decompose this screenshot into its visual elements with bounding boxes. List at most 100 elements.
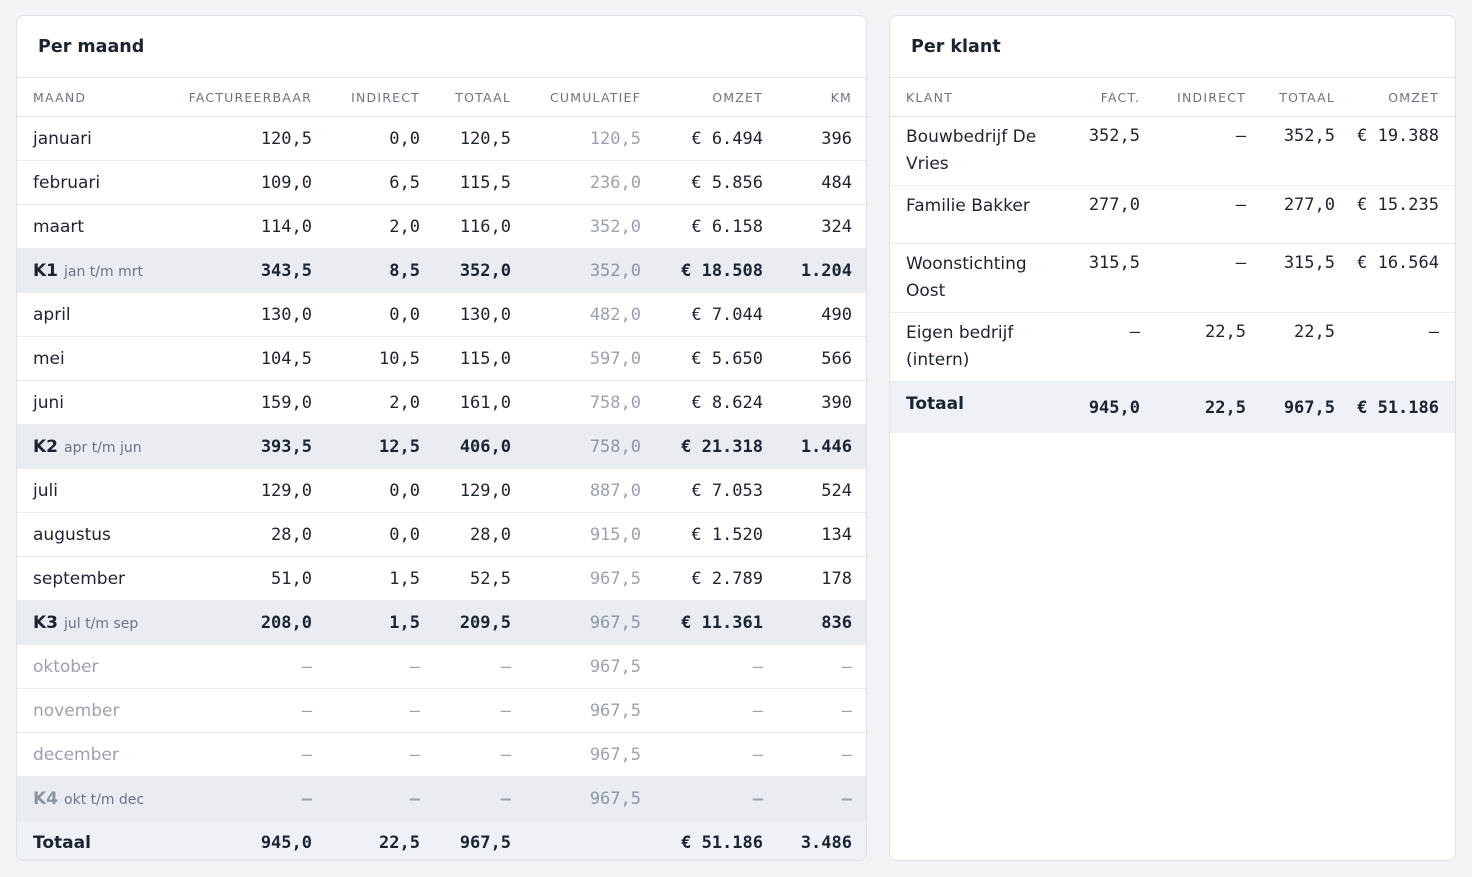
cumulatief-cell: 758,0 — [511, 424, 641, 469]
totaal-cell: 352,5 — [1246, 116, 1335, 186]
cumulatief-cell: 120,5 — [511, 116, 641, 161]
omzet-cell: € 2.789 — [641, 556, 763, 601]
indirect-cell: 0,0 — [312, 468, 420, 513]
indirect-cell: 8,5 — [312, 248, 420, 293]
factureerbaar-cell: 120,5 — [162, 116, 312, 161]
month-row[interactable]: november – – –967,5– – — [17, 688, 866, 733]
km-cell: 178 — [763, 556, 866, 601]
quarter-row[interactable]: K4 okt t/m dec – – –967,5– – — [17, 776, 866, 821]
col-header-indirect[interactable]: INDIRECT — [1140, 78, 1246, 117]
month-row[interactable]: april 130,0 0,0 130,0 482,0 € 7.044 490 — [17, 292, 866, 337]
factureerbaar-cell: – — [162, 688, 312, 733]
indirect-cell: – — [1140, 116, 1246, 186]
km-cell: 836 — [763, 600, 866, 645]
maand-cell: februari — [17, 160, 162, 205]
totaal-cell: 115,0 — [420, 336, 511, 381]
indirect-cell: – — [312, 688, 420, 733]
omzet-cell: – — [641, 732, 763, 777]
omzet-cell: € 5.856 — [641, 160, 763, 205]
indirect-cell: 1,5 — [312, 556, 420, 601]
total-km-cell: 3.486 — [763, 820, 866, 860]
per-klant-header-row: KLANT FACT. INDIRECT TOTAAL OMZET — [890, 78, 1455, 117]
factureerbaar-cell: 28,0 — [162, 512, 312, 557]
maand-cell: K2 apr t/m jun — [17, 424, 162, 469]
month-row[interactable]: juli 129,0 0,0 129,0 887,0 € 7.053 524 — [17, 468, 866, 513]
col-header-totaal[interactable]: TOTAAL — [420, 78, 511, 117]
col-header-totaal[interactable]: TOTAAL — [1246, 78, 1335, 117]
indirect-cell: – — [1140, 243, 1246, 313]
omzet-cell: – — [1335, 312, 1455, 382]
col-header-cumulatief[interactable]: CUMULATIEF — [511, 78, 641, 117]
factureerbaar-cell: 129,0 — [162, 468, 312, 513]
klant-name-cell: Bouwbedrijf De Vries — [890, 116, 1050, 186]
omzet-cell: € 1.520 — [641, 512, 763, 557]
omzet-cell: € 21.318 — [641, 424, 763, 469]
maand-cell: K4 okt t/m dec — [17, 776, 162, 821]
col-header-factureerbaar[interactable]: FACTUREERBAAR — [162, 78, 312, 117]
month-row[interactable]: mei 104,5 10,5 115,0 597,0 € 5.650 566 — [17, 336, 866, 381]
factureerbaar-cell: 109,0 — [162, 160, 312, 205]
klant-row[interactable]: Bouwbedrijf De Vries 352,5–352,5 € 19.388 — [890, 116, 1455, 186]
cumulatief-cell: 967,5 — [511, 776, 641, 821]
month-row[interactable]: december – – –967,5– – — [17, 732, 866, 777]
total-omzet-cell: € 51.186 — [1335, 381, 1455, 433]
km-cell: 490 — [763, 292, 866, 337]
quarter-row[interactable]: K2 apr t/m jun 393,5 12,5 406,0 758,0 € 21.318… — [17, 424, 866, 469]
col-header-klant[interactable]: KLANT — [890, 78, 1050, 117]
col-header-fact[interactable]: FACT. — [1050, 78, 1140, 117]
maand-cell: K1 jan t/m mrt — [17, 248, 162, 293]
km-cell: 390 — [763, 380, 866, 425]
km-cell: 396 — [763, 116, 866, 161]
col-header-omzet[interactable]: OMZET — [1335, 78, 1455, 117]
maand-cell: K3 jul t/m sep — [17, 600, 162, 645]
indirect-cell: 1,5 — [312, 600, 420, 645]
col-header-maand[interactable]: MAAND — [17, 78, 162, 117]
month-row[interactable]: januari 120,5 0,0 120,5 120,5 € 6.494 396 — [17, 116, 866, 161]
maand-cell: oktober — [17, 644, 162, 689]
col-header-indirect[interactable]: INDIRECT — [312, 78, 420, 117]
quarter-row[interactable]: K3 jul t/m sep 208,0 1,5 209,5 967,5 € 11.361 8… — [17, 600, 866, 645]
maand-cell: augustus — [17, 512, 162, 557]
month-row[interactable]: juni 159,0 2,0 161,0 758,0 € 8.624 390 — [17, 380, 866, 425]
indirect-cell: 0,0 — [312, 116, 420, 161]
omzet-cell: € 11.361 — [641, 600, 763, 645]
totaal-cell: 130,0 — [420, 292, 511, 337]
cumulatief-cell: 482,0 — [511, 292, 641, 337]
maand-cell: maart — [17, 204, 162, 249]
km-cell: – — [763, 644, 866, 689]
cumulatief-cell: 915,0 — [511, 512, 641, 557]
km-cell: 524 — [763, 468, 866, 513]
omzet-cell: € 6.494 — [641, 116, 763, 161]
totaal-cell: – — [420, 732, 511, 777]
omzet-cell: € 8.624 — [641, 380, 763, 425]
indirect-cell: 0,0 — [312, 292, 420, 337]
omzet-cell: € 7.044 — [641, 292, 763, 337]
month-row[interactable]: september 51,0 1,5 52,5 967,5 € 2.789 178 — [17, 556, 866, 601]
klant-row[interactable]: Woonstichting Oost 315,5–315,5 € 16.564 — [890, 243, 1455, 313]
km-cell: 1.446 — [763, 424, 866, 469]
total-cumulatief-cell — [511, 820, 641, 860]
klant-row[interactable]: Familie Bakker 277,0–277,0 € 15.235 — [890, 185, 1455, 244]
quarter-label: K3 — [33, 612, 59, 633]
totaal-cell: 209,5 — [420, 600, 511, 645]
klant-name-cell: Woonstichting Oost — [890, 243, 1050, 313]
cumulatief-cell: 887,0 — [511, 468, 641, 513]
indirect-cell: 22,5 — [1140, 312, 1246, 382]
km-cell: 484 — [763, 160, 866, 205]
quarter-row[interactable]: K1 jan t/m mrt 343,5 8,5 352,0 352,0 € 18.508 1… — [17, 248, 866, 293]
total-factureerbaar-cell: 945,0 — [162, 820, 312, 860]
col-header-omzet[interactable]: OMZET — [641, 78, 763, 117]
factureerbaar-cell: 343,5 — [162, 248, 312, 293]
totaal-cell: 52,5 — [420, 556, 511, 601]
col-header-km[interactable]: KM — [763, 78, 866, 117]
totaal-cell: 406,0 — [420, 424, 511, 469]
month-row[interactable]: maart 114,0 2,0 116,0 352,0 € 6.158 324 — [17, 204, 866, 249]
month-row[interactable]: augustus 28,0 0,0 28,0 915,0 € 1.520 134 — [17, 512, 866, 557]
totaal-cell: 129,0 — [420, 468, 511, 513]
month-row[interactable]: oktober – – –967,5– – — [17, 644, 866, 689]
indirect-cell: – — [312, 732, 420, 777]
total-fact-cell: 945,0 — [1050, 381, 1140, 433]
klant-row[interactable]: Eigen bedrijf (intern) –22,5 22,5– — [890, 312, 1455, 382]
month-row[interactable]: februari 109,0 6,5 115,5 236,0 € 5.856 484 — [17, 160, 866, 205]
